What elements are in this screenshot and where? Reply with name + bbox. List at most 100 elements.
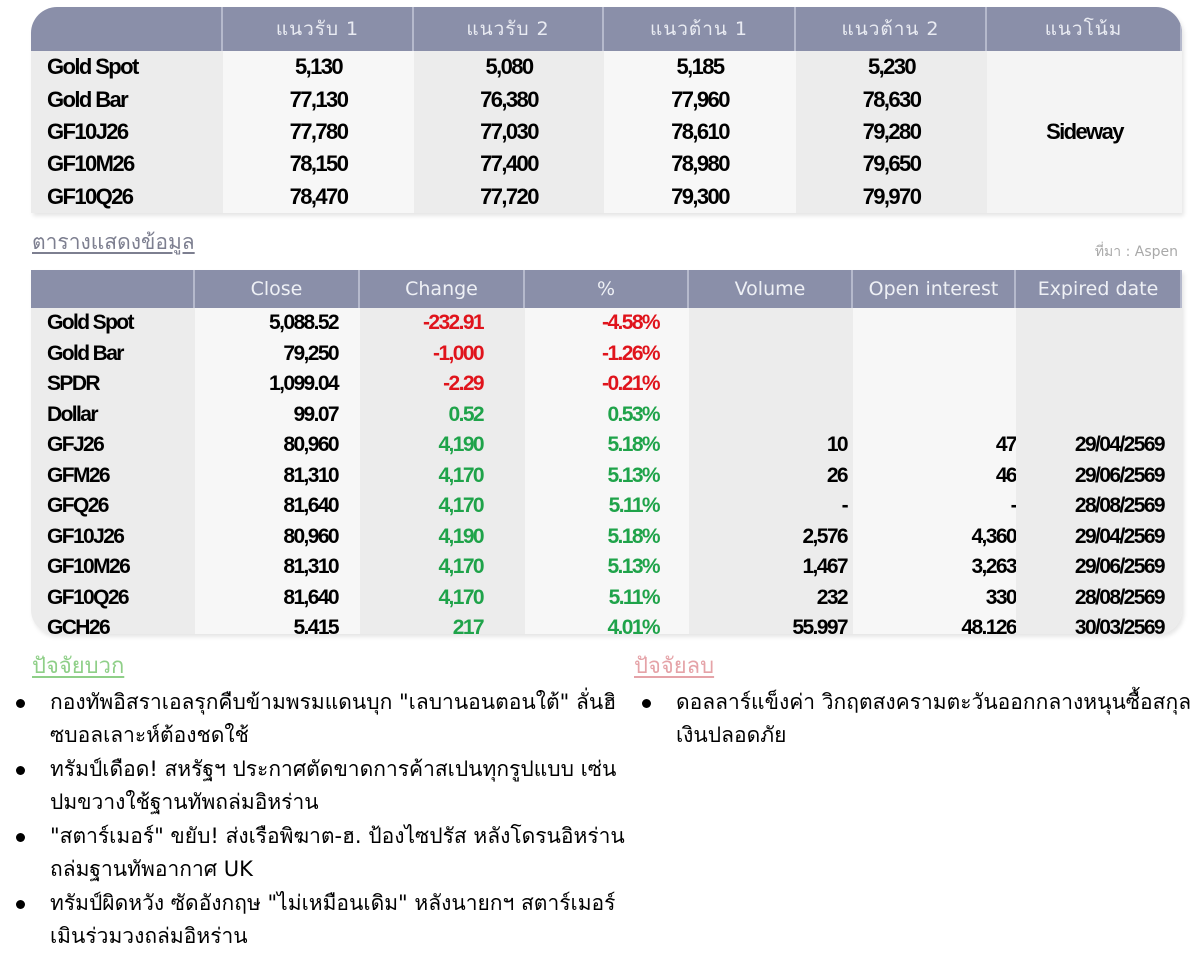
change-value: 4,170 [360, 582, 525, 613]
support-1-value: 5,130 [223, 51, 414, 84]
volume-value [689, 338, 853, 369]
volume-value: 232 [689, 582, 853, 613]
support-2-value: 77,030 [414, 115, 604, 149]
row-label: Gold Bar [31, 83, 223, 116]
expired-date-value [1016, 369, 1182, 400]
support-1-value: 78,470 [223, 180, 414, 213]
negative-factors-title: ปัจจัยลบ [634, 654, 715, 679]
factor-item: "สตาร์เมอร์" ขยับ! ส่งเรือพิฆาต-ฮ. ป้องไ… [10, 820, 630, 886]
volume-value [689, 369, 853, 400]
resistance-2-value: 5,230 [796, 51, 987, 84]
market-data-table: Close Change % Volume Open interest Expi… [31, 270, 1182, 634]
factor-item: กองทัพอิสราเอลรุกคืบข้ามพรมแดนบุก "เลบาน… [10, 686, 630, 752]
header-volume: Volume [689, 270, 853, 308]
open-interest-value: 47 [853, 430, 1018, 461]
change-value: 4,170 [360, 491, 525, 522]
open-interest-value [853, 308, 1016, 339]
percent-value: 0.53% [525, 399, 689, 430]
support-2-value: 76,380 [414, 83, 604, 116]
row-label: GCH26 [31, 613, 195, 634]
support-2-value: 5,080 [414, 51, 604, 84]
factor-text: กองทัพอิสราเอลรุกคืบข้ามพรมแดนบุก "เลบาน… [50, 690, 617, 747]
header-expired-date: Expired date [1016, 270, 1182, 308]
expired-date-value: 29/06/2569 [1016, 460, 1182, 491]
change-value: 217 [360, 613, 525, 634]
header-open-interest: Open interest [853, 270, 1016, 308]
open-interest-value: 3,263 [853, 552, 1018, 583]
percent-value: -0.21% [525, 369, 689, 400]
factor-text: ดอลลาร์แข็งค่า วิกฤตสงครามตะวันออกกลางหน… [676, 690, 1192, 747]
bullet-icon [16, 699, 25, 708]
open-interest-value: - [853, 491, 1018, 522]
expired-date-value: 29/04/2569 [1016, 521, 1182, 552]
row-label: GF10Q26 [31, 180, 223, 213]
expired-date-value [1016, 399, 1182, 430]
change-value: -232.91 [360, 308, 525, 339]
support-2-value: 77,400 [414, 148, 604, 181]
support-2-value: 77,720 [414, 180, 604, 213]
close-value: 5,088.52 [195, 308, 360, 339]
header-change: Change [360, 270, 525, 308]
header-close: Close [195, 270, 360, 308]
bullet-icon [16, 766, 25, 775]
expired-date-value: 30/03/2569 [1016, 613, 1182, 634]
percent-value: 5.18% [525, 430, 689, 461]
factor-text: ทรัมป์ผิดหวัง ซัดอังกฤษ "ไม่เหมือนเดิม" … [50, 891, 616, 948]
row-label: Gold Bar [31, 338, 195, 369]
percent-value: 5.18% [525, 521, 689, 552]
percent-value: -1.26% [525, 338, 689, 369]
volume-value [689, 308, 853, 339]
close-value: 80,960 [195, 430, 360, 461]
close-value: 80,960 [195, 521, 360, 552]
open-interest-value: 4,360 [853, 521, 1018, 552]
percent-value: 4.01% [525, 613, 689, 634]
volume-value [689, 399, 853, 430]
header-blank [31, 270, 195, 308]
resistance-1-value: 79,300 [604, 180, 796, 213]
close-value: 79,250 [195, 338, 360, 369]
open-interest-value [853, 369, 1016, 400]
open-interest-value [853, 338, 1016, 369]
volume-value: 2,576 [689, 521, 853, 552]
open-interest-value [853, 399, 1016, 430]
percent-value: 5.11% [525, 491, 689, 522]
header-resistance-2: แนวต้าน 2 [796, 7, 987, 51]
row-label: GF10J26 [31, 115, 223, 149]
change-value: 4,190 [360, 521, 525, 552]
volume-value: 26 [689, 460, 853, 491]
resistance-2-value: 79,970 [796, 180, 987, 213]
expired-date-value: 28/08/2569 [1016, 582, 1182, 613]
support-1-value: 77,130 [223, 83, 414, 116]
row-label: GF10J26 [31, 521, 195, 552]
open-interest-value: 46 [853, 460, 1018, 491]
close-value: 81,310 [195, 460, 360, 491]
close-value: 1,099.04 [195, 369, 360, 400]
change-value: -2.29 [360, 369, 525, 400]
row-label: GF10Q26 [31, 582, 195, 613]
expired-date-value [1016, 338, 1182, 369]
trend-value: Sideway [987, 51, 1182, 213]
header-support-1: แนวรับ 1 [223, 7, 414, 51]
resistance-1-value: 78,980 [604, 148, 796, 181]
open-interest-value: 48,126 [853, 613, 1018, 634]
negative-factors-list: ดอลลาร์แข็งค่า วิกฤตสงครามตะวันออกกลางหน… [636, 686, 1196, 753]
close-value: 99.07 [195, 399, 360, 430]
factor-item: ดอลลาร์แข็งค่า วิกฤตสงครามตะวันออกกลางหน… [636, 686, 1196, 752]
percent-value: 5.11% [525, 582, 689, 613]
close-value: 81,640 [195, 491, 360, 522]
header-blank [31, 7, 223, 51]
support-1-value: 78,150 [223, 148, 414, 181]
row-label: GFJ26 [31, 430, 195, 461]
percent-value: -4.58% [525, 308, 689, 339]
resistance-1-value: 5,185 [604, 51, 796, 84]
factor-item: ทรัมป์ผิดหวัง ซัดอังกฤษ "ไม่เหมือนเดิม" … [10, 887, 630, 953]
change-value: 4,190 [360, 430, 525, 461]
resistance-1-value: 77,960 [604, 83, 796, 116]
row-label: GF10M26 [31, 148, 223, 181]
expired-date-value: 29/06/2569 [1016, 552, 1182, 583]
change-value: -1,000 [360, 338, 525, 369]
header-trend: แนวโน้ม [987, 7, 1182, 51]
row-label: Gold Spot [31, 51, 223, 84]
section-title: ตารางแสดงข้อมูล [32, 230, 195, 254]
factor-text: ทรัมป์เดือด! สหรัฐฯ ประกาศตัดขาดการค้าสเ… [50, 757, 617, 814]
